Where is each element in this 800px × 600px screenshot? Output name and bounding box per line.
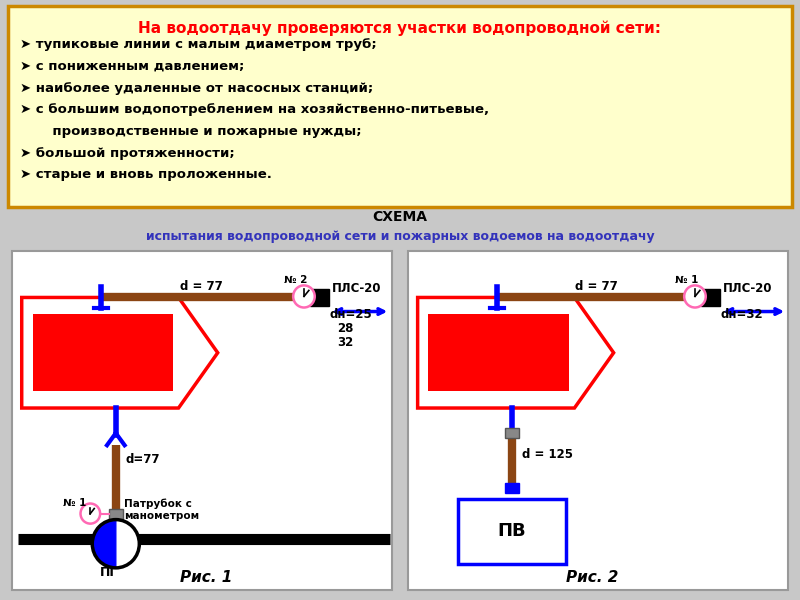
Circle shape xyxy=(293,286,314,308)
Text: d = 77: d = 77 xyxy=(575,280,618,293)
FancyBboxPatch shape xyxy=(12,251,392,590)
Text: ПГ: ПГ xyxy=(100,566,118,579)
Text: ➤ с пониженным давлением;: ➤ с пониженным давлением; xyxy=(20,60,244,73)
Polygon shape xyxy=(22,298,218,408)
FancyBboxPatch shape xyxy=(429,314,569,391)
Text: dн=25: dн=25 xyxy=(330,308,372,320)
Circle shape xyxy=(684,286,706,308)
FancyBboxPatch shape xyxy=(505,428,518,438)
Text: испытания водопроводной сети и пожарных водоемов на водоотдачу: испытания водопроводной сети и пожарных … xyxy=(146,230,654,243)
FancyBboxPatch shape xyxy=(505,484,518,493)
Text: d=77: d=77 xyxy=(126,454,160,466)
Text: ➤ большой протяженности;: ➤ большой протяженности; xyxy=(20,146,234,160)
Text: Рис. 2: Рис. 2 xyxy=(566,570,618,585)
Text: № 1: № 1 xyxy=(675,275,698,286)
Circle shape xyxy=(81,503,100,524)
Text: 28: 28 xyxy=(338,322,354,335)
Text: Рис. 1: Рис. 1 xyxy=(179,570,232,585)
Polygon shape xyxy=(116,520,139,568)
Text: ПВ: ПВ xyxy=(498,522,526,540)
Text: СХЕМА: СХЕМА xyxy=(373,211,427,224)
Text: № 2: № 2 xyxy=(284,275,308,286)
Text: ПЛС-20: ПЛС-20 xyxy=(331,283,381,295)
Text: dн=32: dн=32 xyxy=(721,308,763,320)
Text: d = 125: d = 125 xyxy=(522,448,573,461)
Text: производственные и пожарные нужды;: производственные и пожарные нужды; xyxy=(20,125,362,138)
Text: ➤ наиболее удаленные от насосных станций;: ➤ наиболее удаленные от насосных станций… xyxy=(20,82,373,95)
Text: 32: 32 xyxy=(338,336,354,349)
Text: манометром: манометром xyxy=(124,511,198,521)
FancyBboxPatch shape xyxy=(701,289,721,305)
Text: d = 77: d = 77 xyxy=(179,280,222,293)
Text: Патрубок с: Патрубок с xyxy=(124,498,191,509)
Polygon shape xyxy=(92,520,116,568)
Polygon shape xyxy=(418,298,614,408)
Text: № 1: № 1 xyxy=(63,497,86,508)
Text: ➤ тупиковые линии с малым диаметром труб;: ➤ тупиковые линии с малым диаметром труб… xyxy=(20,38,377,51)
FancyBboxPatch shape xyxy=(109,509,122,518)
FancyBboxPatch shape xyxy=(458,499,566,564)
Text: ➤ старые и вновь проложенные.: ➤ старые и вновь проложенные. xyxy=(20,169,272,181)
FancyBboxPatch shape xyxy=(408,251,788,590)
FancyBboxPatch shape xyxy=(8,6,792,207)
FancyBboxPatch shape xyxy=(33,314,173,391)
Text: На водоотдачу проверяются участки водопроводной сети:: На водоотдачу проверяются участки водопр… xyxy=(138,20,662,35)
Text: ➤ с большим водопотреблением на хозяйственно-питьевые,: ➤ с большим водопотреблением на хозяйств… xyxy=(20,103,489,116)
FancyBboxPatch shape xyxy=(310,289,330,305)
Text: ПЛС-20: ПЛС-20 xyxy=(722,283,772,295)
